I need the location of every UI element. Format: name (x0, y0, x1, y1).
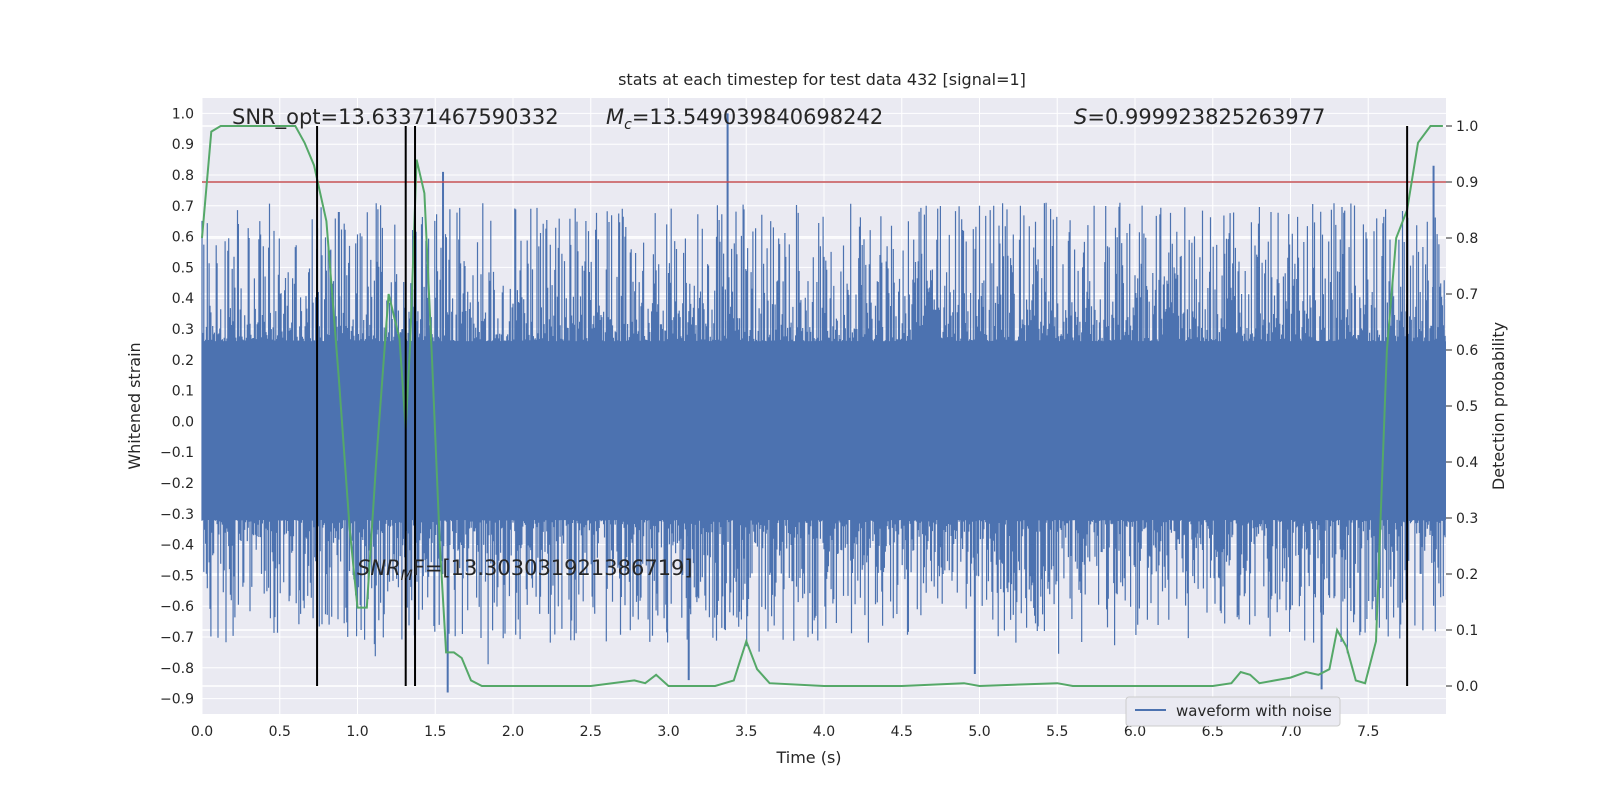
y-tick-label-left: 0.5 (172, 260, 194, 276)
x-tick-label: 7.5 (1357, 724, 1379, 740)
y-tick-label-right: 0.6 (1456, 343, 1478, 359)
snr-opt-annotation: SNR_opt=13.63371467590332 (232, 105, 559, 130)
x-tick-label: 1.0 (346, 724, 368, 740)
legend-entry: waveform with noise (1176, 702, 1332, 720)
tick-labels: 0.0 0.5 1.0 1.5 2.0 2.5 3.0 3.5 4.0 4.5 5.0 5.5 6.0 6… (160, 106, 1478, 740)
chirp-mass-symbol: M (606, 105, 624, 129)
y-tick-label-left: 0.6 (172, 230, 194, 246)
legend: waveform with noise (1125, 696, 1341, 727)
y-tick-label-left: 0.4 (172, 291, 194, 307)
y-tick-label-left: 0.3 (172, 322, 194, 338)
y-tick-label-left: 0.2 (172, 353, 194, 369)
x-tick-label: 0.0 (191, 724, 213, 740)
s-annotation: S=0.999923825263977 (1074, 105, 1325, 129)
y-tick-label-left: 0.0 (172, 414, 194, 430)
chirp-mass-subscript: c (624, 117, 632, 133)
y-tick-label-left: −0.7 (160, 630, 194, 646)
y-tick-label-left: −0.8 (160, 661, 194, 677)
x-tick-label: 2.0 (502, 724, 524, 740)
y-tick-label-left: 1.0 (172, 106, 194, 122)
y-tick-label-right: 0.8 (1456, 231, 1478, 247)
y-tick-label-right: 0.0 (1456, 679, 1478, 695)
marker-lines (316, 126, 1409, 686)
x-tick-label: 6.0 (1124, 724, 1146, 740)
snr-mf-subscript: M (401, 568, 413, 584)
y-tick-label-left: −0.4 (160, 538, 194, 554)
snr-mf-value: F=[13.303031921386719] (413, 556, 693, 580)
y-tick-label-left: −0.5 (160, 568, 194, 584)
y-tick-label-left: −0.1 (160, 445, 194, 461)
x-tick-label: 6.5 (1202, 724, 1224, 740)
snr-mf-annotation: SNRMF=[13.303031921386719] (357, 556, 693, 584)
s-symbol: S (1074, 105, 1087, 129)
x-tick-label: 3.5 (735, 724, 757, 740)
s-value: =0.999923825263977 (1087, 105, 1325, 129)
y-tick-label-left: −0.2 (160, 476, 194, 492)
x-tick-label: 5.5 (1046, 724, 1068, 740)
y-tick-label-left: 0.8 (172, 168, 194, 184)
y-tick-label-right: 0.5 (1456, 399, 1478, 415)
chart-title: stats at each timestep for test data 432… (618, 70, 1026, 89)
x-tick-label: 7.0 (1279, 724, 1301, 740)
y-tick-label-right: 0.3 (1456, 511, 1478, 527)
chirp-mass-value: =13.549039840698242 (632, 105, 883, 129)
x-tick-label: 5.0 (968, 724, 990, 740)
x-tick-label: 0.5 (269, 724, 291, 740)
y-axis-label-left: Whitened strain (125, 342, 144, 469)
y-tick-label-right: 0.2 (1456, 567, 1478, 583)
x-tick-label: 4.0 (813, 724, 835, 740)
y-tick-label-right: 0.9 (1456, 175, 1478, 191)
waveform-trace (201, 202, 1446, 665)
x-tick-label: 3.0 (657, 724, 679, 740)
snr-mf-symbol: SNR (357, 556, 401, 580)
y-tick-label-right: 0.4 (1456, 455, 1478, 471)
legend-box (1125, 696, 1341, 727)
detection-probability-line (201, 125, 1443, 688)
y-tick-label-left: −0.9 (160, 692, 194, 708)
x-axis-label: Time (s) (775, 748, 841, 767)
detection-probability-series (201, 125, 1443, 688)
y-tick-label-left: 0.1 (172, 384, 194, 400)
y-tick-label-left: 0.9 (172, 137, 194, 153)
y-tick-label-left: −0.6 (160, 599, 194, 615)
y-tick-label-right: 1.0 (1456, 119, 1478, 135)
y-tick-label-right: 0.7 (1456, 287, 1478, 303)
x-tick-label: 2.5 (580, 724, 602, 740)
y-axis-label-right: Detection probability (1489, 322, 1508, 490)
y-tick-label-left: −0.3 (160, 507, 194, 523)
y-tick-label-right: 0.1 (1456, 623, 1478, 639)
y-tick-label-left: 0.7 (172, 199, 194, 215)
chirp-mass-annotation: Mc=13.549039840698242 (606, 105, 883, 133)
x-tick-label: 1.5 (424, 724, 446, 740)
x-tick-label: 4.5 (891, 724, 913, 740)
